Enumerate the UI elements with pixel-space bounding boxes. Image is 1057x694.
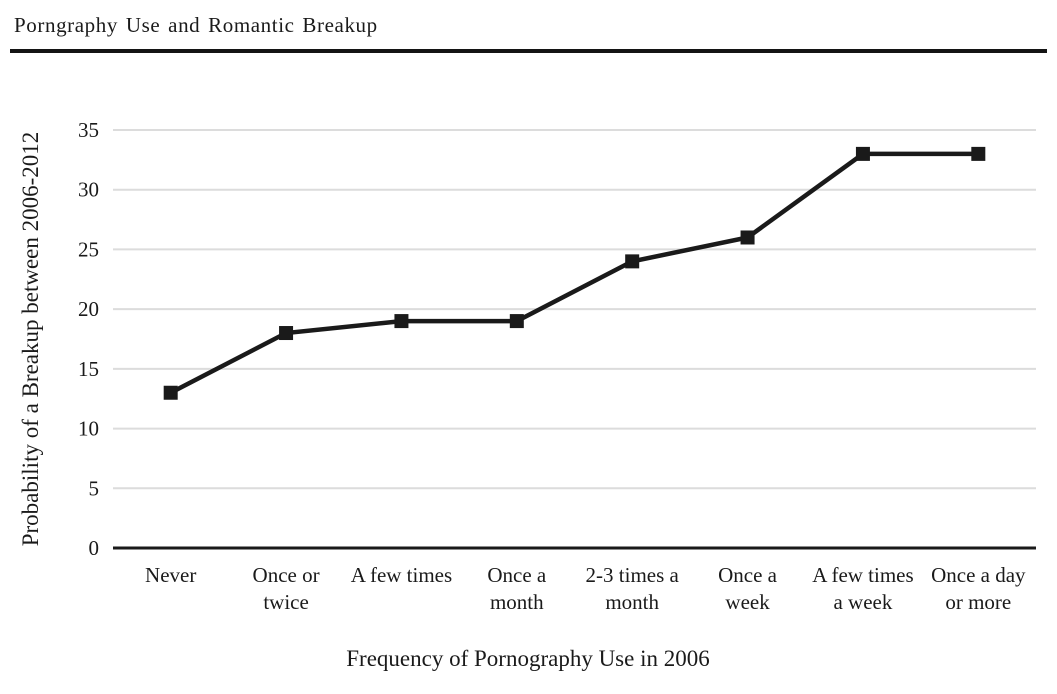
data-point-marker: [394, 314, 409, 329]
y-axis-title: Probability of a Breakup between 2006-20…: [18, 132, 43, 547]
y-tick-label: 35: [78, 118, 99, 142]
x-category-label: A few times a week: [812, 563, 913, 614]
y-tick-label: 25: [78, 237, 99, 261]
data-point-marker: [509, 314, 524, 329]
x-category-label: Never: [145, 563, 196, 587]
data-point-marker: [279, 326, 294, 341]
x-axis-title: Frequency of Pornography Use in 2006: [346, 646, 709, 671]
y-tick-label: 10: [78, 417, 99, 441]
data-line: [169, 151, 979, 395]
x-category-label: Once a month: [487, 563, 547, 614]
y-tick-label: 20: [78, 297, 99, 321]
y-tick-label: 0: [89, 536, 100, 560]
x-category-label: A few times: [351, 563, 452, 587]
x-category-label: Once a day or more: [931, 563, 1026, 614]
x-category-label: Once a week: [718, 563, 778, 614]
data-point-marker: [163, 385, 178, 400]
header-rule: [10, 49, 1047, 53]
data-point-marker: [625, 254, 640, 269]
page-title: Porngraphy Use and Romantic Breakup: [14, 13, 378, 37]
data-point-marker: [855, 146, 870, 161]
data-point-marker: [971, 146, 986, 161]
data-point-marker: [740, 230, 755, 245]
y-tick-label: 5: [89, 476, 100, 500]
x-category-label: Once or twice: [253, 563, 320, 614]
y-tick-label: 30: [78, 178, 99, 202]
x-category-label: 2-3 times a month: [586, 563, 680, 614]
y-tick-label: 15: [78, 357, 99, 381]
